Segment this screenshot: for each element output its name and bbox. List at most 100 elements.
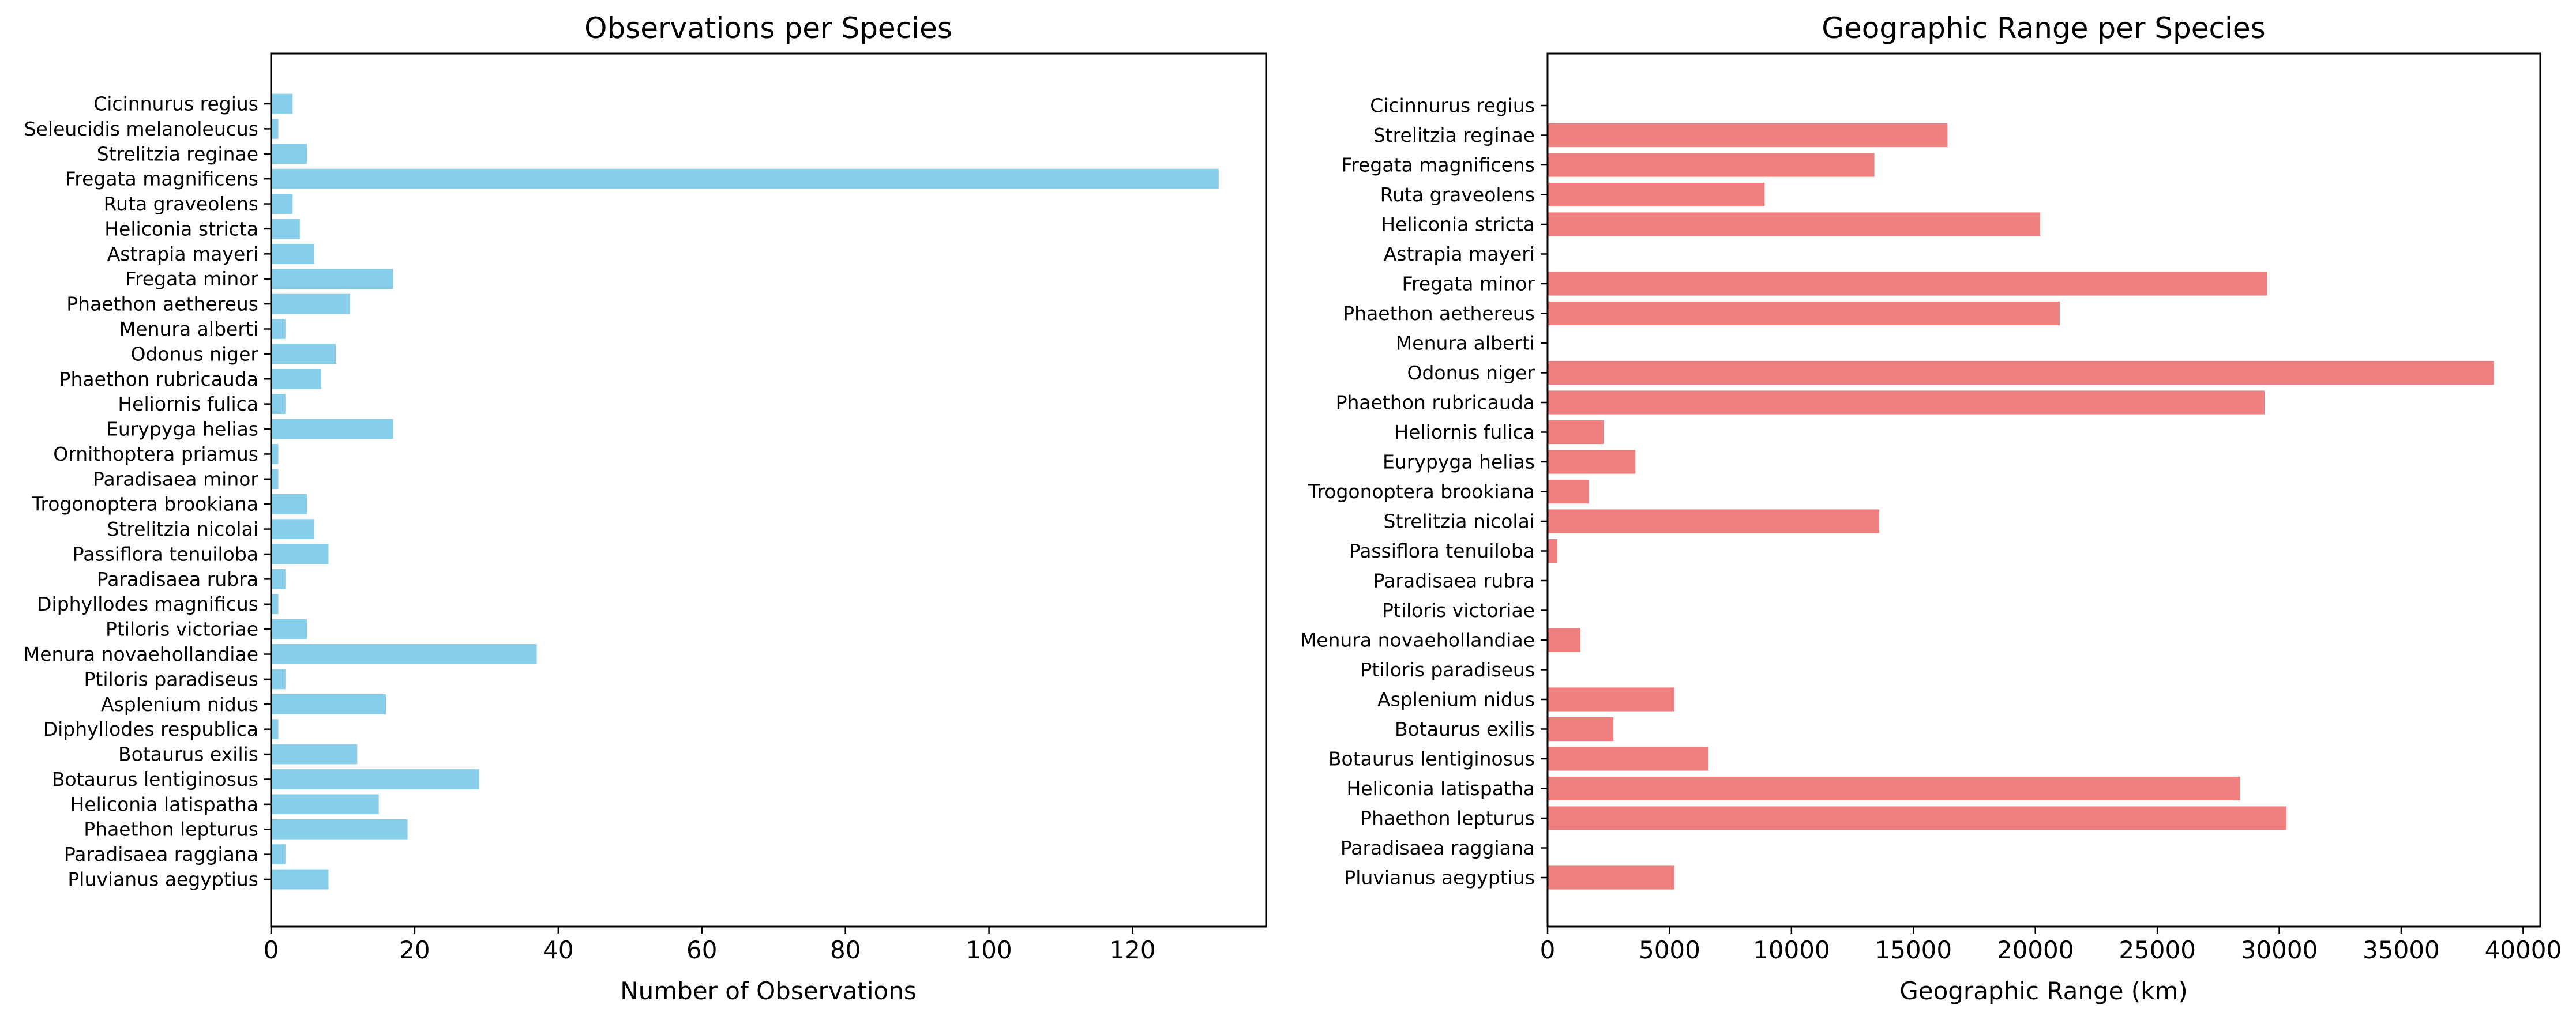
observations-x-tick-label: 20 bbox=[399, 936, 430, 964]
geographic-range-y-tick-label: Botaurus exilis bbox=[1395, 718, 1535, 740]
geographic-range-x-tick-label: 30000 bbox=[2241, 936, 2318, 964]
observations-bar bbox=[271, 269, 393, 289]
observations-bar bbox=[271, 93, 293, 114]
geographic-range-y-tick-label: Odonus niger bbox=[1407, 362, 1535, 384]
observations-chart: Observations per Species Number of Obser… bbox=[24, 12, 1267, 1005]
geographic-range-x-tick-label: 40000 bbox=[2485, 936, 2562, 964]
observations-y-tick-label: Phaethon rubricauda bbox=[59, 368, 258, 390]
geographic-range-y-tick-label: Eurypyga helias bbox=[1383, 451, 1535, 473]
observations-bar bbox=[271, 744, 358, 765]
observations-bar bbox=[271, 769, 479, 789]
observations-y-tick-label: Phaethon lepturus bbox=[84, 818, 258, 841]
geographic-range-x-tick-label: 10000 bbox=[1753, 936, 1830, 964]
observations-y-tick-label: Paradisaea rubra bbox=[97, 568, 258, 590]
geographic-range-y-tick-label: Asplenium nidus bbox=[1377, 688, 1535, 711]
observations-bar bbox=[271, 293, 350, 314]
geographic-range-y-tick-label: Trogonoptera brookiana bbox=[1308, 480, 1535, 503]
observations-y-tick-label: Menura alberti bbox=[119, 318, 258, 340]
observations-y-tick-label: Diphyllodes respublica bbox=[43, 718, 258, 740]
observations-bar bbox=[271, 119, 279, 139]
observations-y-ticks: Cicinnurus regius Seleucidis melanoleucus… bbox=[24, 93, 271, 891]
geographic-range-plot-frame bbox=[1546, 52, 2541, 928]
observations-bar bbox=[271, 344, 336, 364]
geographic-range-bar bbox=[1548, 123, 1948, 148]
observations-bar bbox=[271, 619, 307, 639]
observations-y-tick-label: Strelitzia reginae bbox=[97, 142, 258, 165]
geographic-range-x-tick-label: 35000 bbox=[2363, 936, 2440, 964]
geographic-range-y-tick-label: Botaurus lentiginosus bbox=[1328, 748, 1535, 770]
geographic-range-y-tick-label: Paradisaea raggiana bbox=[1340, 837, 1535, 859]
geographic-range-bar bbox=[1548, 776, 2240, 801]
observations-y-tick-label: Fregata minor bbox=[125, 268, 258, 290]
observations-bars bbox=[271, 93, 1219, 890]
observations-bar bbox=[271, 419, 393, 439]
geographic-range-y-tick-label: Phaethon rubricauda bbox=[1336, 392, 1535, 414]
geographic-range-y-ticks: Cicinnurus regius Strelitzia reginae Frega… bbox=[1300, 95, 1548, 889]
observations-x-ticks: 0 20 40 60 80 100 120 bbox=[264, 927, 1156, 964]
geographic-range-bar bbox=[1548, 539, 1557, 563]
geographic-range-bar bbox=[1548, 479, 1589, 504]
observations-bar bbox=[271, 819, 408, 840]
observations-y-tick-label: Paradisaea raggiana bbox=[64, 843, 258, 865]
geographic-range-y-tick-label: Heliconia stricta bbox=[1381, 213, 1535, 236]
observations-bar bbox=[271, 219, 300, 239]
observations-bar bbox=[271, 469, 279, 490]
geographic-range-bar bbox=[1548, 509, 1880, 533]
observations-y-tick-label: Fregata magnificens bbox=[65, 168, 258, 190]
observations-bar bbox=[271, 569, 286, 589]
observations-x-tick-label: 120 bbox=[1109, 936, 1155, 964]
geographic-range-y-tick-label: Ruta graveolens bbox=[1380, 183, 1535, 206]
observations-x-tick-label: 100 bbox=[966, 936, 1012, 964]
geographic-range-y-tick-label: Fregata minor bbox=[1402, 273, 1535, 295]
observations-plot-frame bbox=[270, 52, 1267, 928]
observations-bar bbox=[271, 719, 279, 740]
geographic-range-bar bbox=[1548, 420, 1604, 445]
geographic-range-x-tick-label: 0 bbox=[1540, 936, 1556, 964]
observations-y-tick-label: Botaurus lentiginosus bbox=[52, 768, 258, 791]
observations-y-tick-label: Eurypyga helias bbox=[106, 418, 258, 441]
observations-y-tick-label: Diphyllodes magnificus bbox=[37, 593, 258, 615]
observations-bar bbox=[271, 544, 329, 564]
observations-bar bbox=[271, 519, 314, 539]
observations-y-tick-label: Asplenium nidus bbox=[101, 693, 258, 716]
geographic-range-bars bbox=[1548, 123, 2494, 890]
geographic-range-bar bbox=[1548, 212, 2041, 236]
geographic-range-bar bbox=[1548, 717, 1614, 742]
geographic-range-x-tick-label: 20000 bbox=[1997, 936, 2074, 964]
observations-y-tick-label: Heliconia latispatha bbox=[70, 793, 258, 815]
observations-bar bbox=[271, 394, 286, 414]
observations-y-tick-label: Ruta graveolens bbox=[104, 193, 258, 215]
observations-y-tick-label: Paradisaea minor bbox=[93, 468, 258, 490]
observations-y-tick-label: Ptiloris paradiseus bbox=[84, 668, 258, 690]
observations-y-tick-label: Botaurus exilis bbox=[118, 743, 258, 766]
observations-y-tick-label: Seleucidis melanoleucus bbox=[24, 118, 258, 140]
geographic-range-y-tick-label: Phaethon aethereus bbox=[1343, 302, 1535, 325]
observations-y-tick-label: Heliornis fulica bbox=[118, 393, 258, 415]
geographic-range-bar bbox=[1548, 360, 2494, 385]
observations-x-tick-label: 40 bbox=[543, 936, 573, 964]
observations-y-tick-label: Heliconia stricta bbox=[104, 217, 258, 240]
observations-y-tick-label: Astrapia mayeri bbox=[107, 243, 258, 265]
observations-x-tick-label: 80 bbox=[830, 936, 861, 964]
observations-bar bbox=[271, 168, 1219, 189]
observations-y-tick-label: Pluvianus aegyptius bbox=[67, 868, 258, 891]
geographic-range-bar bbox=[1548, 747, 1709, 771]
geographic-range-y-tick-label: Cicinnurus regius bbox=[1370, 95, 1535, 117]
geographic-range-x-axis-label: Geographic Range (km) bbox=[1899, 977, 2188, 1005]
geographic-range-y-tick-label: Phaethon lepturus bbox=[1360, 807, 1535, 830]
geographic-range-y-tick-label: Paradisaea rubra bbox=[1373, 570, 1535, 592]
geographic-range-y-tick-label: Pluvianus aegyptius bbox=[1344, 867, 1535, 889]
observations-bar bbox=[271, 243, 314, 264]
geographic-range-y-tick-label: Ptiloris paradiseus bbox=[1361, 658, 1535, 681]
observations-x-tick-label: 60 bbox=[686, 936, 717, 964]
observations-y-tick-label: Ptiloris victoriae bbox=[106, 618, 258, 641]
geographic-range-bar bbox=[1548, 628, 1581, 652]
observations-y-tick-label: Passiflora tenuiloba bbox=[73, 543, 258, 565]
geographic-range-x-tick-label: 25000 bbox=[2119, 936, 2196, 964]
observations-x-tick-label: 0 bbox=[264, 936, 279, 964]
observations-bar bbox=[271, 869, 329, 890]
observations-bar bbox=[271, 644, 537, 664]
observations-bar bbox=[271, 594, 279, 615]
